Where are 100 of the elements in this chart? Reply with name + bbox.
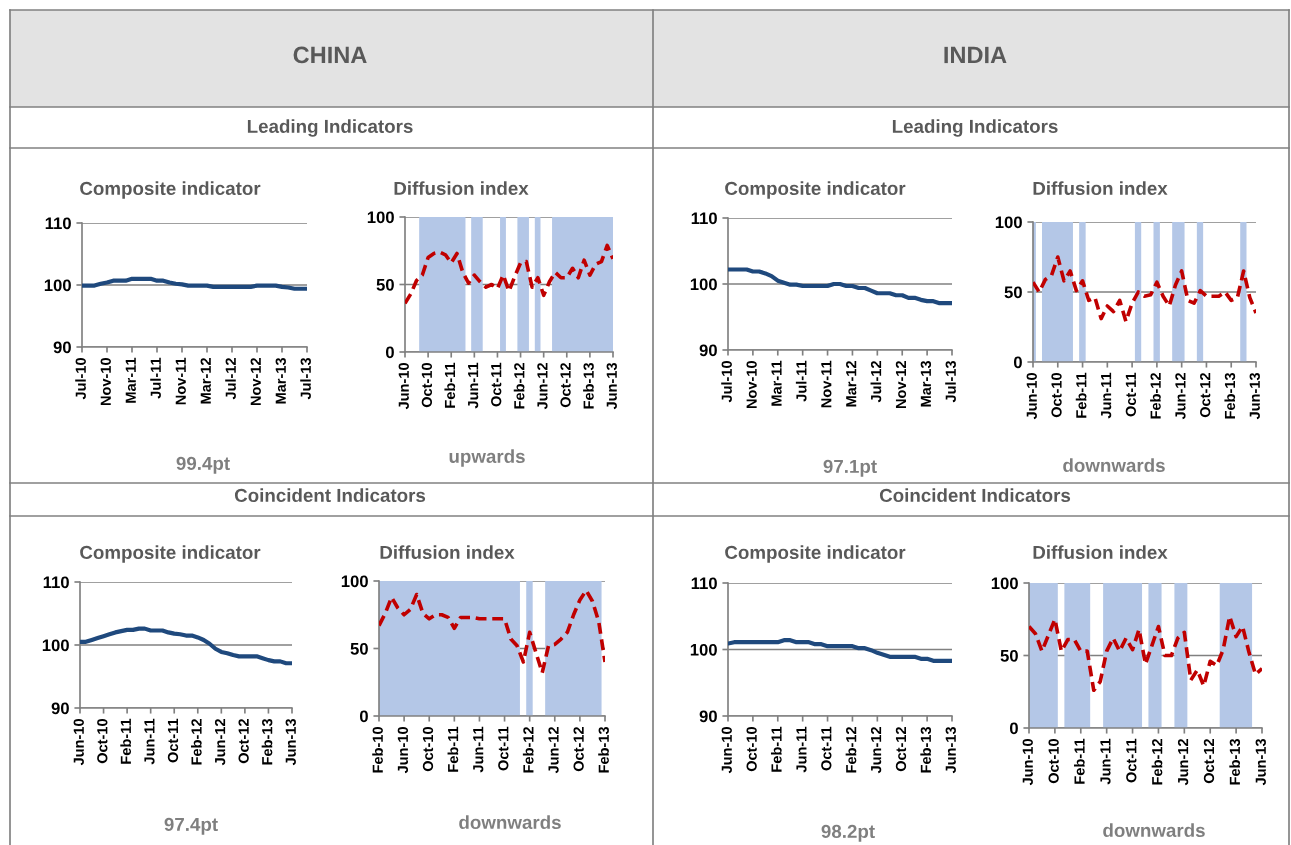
chart-title: Composite indicator bbox=[80, 545, 261, 563]
x-tick-label: Jun-12 bbox=[214, 719, 226, 766]
x-tick-label: Oct-12 bbox=[238, 719, 249, 764]
x-tick-label: Nov-10 bbox=[746, 361, 757, 409]
x-tick-label: Feb-12 bbox=[513, 363, 525, 409]
x-tick-label: Jun-10 bbox=[1026, 373, 1037, 420]
x-tick-label: Mar-13 bbox=[920, 360, 932, 407]
text: 97.4pt bbox=[164, 817, 218, 835]
y-tick-label: 50 bbox=[1000, 649, 1018, 662]
x-tick-label: Jun-12 bbox=[548, 727, 559, 774]
y-tick-label: 100 bbox=[44, 279, 71, 292]
x-tick-label: Jul-13 bbox=[300, 357, 311, 400]
text: 97.1pt bbox=[823, 459, 877, 477]
y-tick-label: 50 bbox=[1004, 286, 1022, 299]
x-tick-label: Oct-12 bbox=[1203, 739, 1215, 784]
x-tick-label: Feb-12 bbox=[522, 727, 534, 773]
x-tick-label: Mar-12 bbox=[846, 361, 857, 407]
x-tick-label: Nov-10 bbox=[100, 358, 111, 406]
y-tick-label: 100 bbox=[42, 639, 69, 652]
x-tick-label: Feb-11 bbox=[1073, 738, 1085, 784]
x-tick-label: Jun-13 bbox=[1249, 372, 1260, 420]
x-tick-label: Jul-12 bbox=[870, 361, 882, 403]
x-tick-label: Feb-13 bbox=[261, 718, 273, 765]
y-tick-label: 100 bbox=[690, 643, 717, 656]
text: downwards bbox=[459, 815, 561, 830]
text: Coincident Indicators bbox=[879, 488, 1071, 503]
y-tick-label: 0 bbox=[1013, 356, 1022, 369]
text: Coincident Indicators bbox=[234, 488, 426, 503]
x-tick-label: Jun-13 bbox=[285, 718, 296, 766]
y-tick-label: 100 bbox=[991, 577, 1018, 590]
x-tick-label: Jun-11 bbox=[1100, 738, 1111, 785]
x-tick-label: Feb-13 bbox=[583, 362, 594, 409]
x-tick-label: Jun-12 bbox=[1177, 739, 1189, 786]
x-tick-label: Oct-12 bbox=[895, 727, 907, 772]
x-tick-label: Feb-11 bbox=[120, 718, 132, 764]
text: downwards bbox=[1103, 823, 1205, 838]
chart-title: Diffusion index bbox=[1033, 545, 1168, 560]
y-tick-label: 100 bbox=[995, 216, 1022, 229]
x-tick-label: Feb-11 bbox=[447, 726, 459, 772]
x-tick-label: Oct-11 bbox=[821, 726, 832, 771]
x-tick-label: Feb-11 bbox=[1075, 372, 1087, 418]
x-tick-label: Jul-13 bbox=[945, 360, 956, 403]
chart-title: Composite indicator bbox=[725, 545, 906, 563]
text: upwards bbox=[449, 449, 525, 467]
chart-title: Composite indicator bbox=[725, 181, 906, 199]
x-tick-label: Jun-11 bbox=[473, 726, 484, 773]
x-tick-label: Jun-13 bbox=[606, 362, 617, 410]
y-tick-label: 110 bbox=[691, 577, 717, 590]
x-tick-label: Oct-10 bbox=[1051, 373, 1062, 418]
y-tick-label: 0 bbox=[385, 346, 394, 359]
y-tick-label: 100 bbox=[341, 575, 368, 588]
y-tick-label: 90 bbox=[51, 702, 69, 715]
x-tick-label: Feb-13 bbox=[1229, 738, 1241, 785]
x-tick-label: Jun-10 bbox=[397, 727, 409, 774]
y-tick-label: 110 bbox=[45, 217, 71, 230]
text: downwards bbox=[1063, 458, 1165, 473]
x-tick-label: Nov-11 bbox=[821, 360, 832, 408]
x-tick-label: Jun-13 bbox=[945, 726, 956, 774]
y-tick-label: 100 bbox=[367, 211, 394, 224]
x-tick-label: Mar-12 bbox=[200, 358, 211, 404]
x-tick-label: Feb-10 bbox=[372, 727, 383, 773]
text: Leading Indicators bbox=[247, 119, 413, 137]
y-tick-label: 110 bbox=[691, 212, 717, 225]
x-tick-label: Mar-11 bbox=[771, 360, 782, 406]
x-tick-label: Jun-11 bbox=[468, 362, 479, 409]
x-tick-label: Oct-10 bbox=[746, 727, 757, 772]
chart-title: Composite indicator bbox=[80, 181, 261, 199]
x-tick-label: Oct-10 bbox=[422, 727, 434, 772]
x-tick-label: Jul-10 bbox=[721, 361, 732, 403]
x-tick-label: Feb-13 bbox=[1224, 372, 1236, 419]
chart-title: Diffusion index bbox=[380, 545, 515, 560]
y-tick-label: 0 bbox=[359, 710, 368, 723]
x-tick-label: Oct-10 bbox=[1048, 739, 1059, 784]
text: 99.4pt bbox=[176, 456, 230, 474]
y-tick-label: 100 bbox=[690, 278, 717, 291]
x-tick-label: Jun-11 bbox=[1101, 372, 1112, 419]
x-tick-label: Nov-11 bbox=[175, 357, 186, 405]
chart-title: Diffusion index bbox=[1033, 181, 1168, 196]
x-tick-label: Oct-12 bbox=[1200, 373, 1211, 418]
x-tick-label: Jul-11 bbox=[795, 360, 807, 402]
y-tick-label: 90 bbox=[53, 341, 71, 354]
y-tick-label: 90 bbox=[699, 710, 717, 723]
x-tick-label: Jun-10 bbox=[73, 719, 84, 766]
x-tick-label: Feb-11 bbox=[770, 726, 782, 772]
x-tick-label: Jul-10 bbox=[75, 358, 86, 400]
text: INDIA bbox=[944, 46, 1007, 64]
y-tick-label: 50 bbox=[376, 278, 394, 291]
x-tick-label: Mar-13 bbox=[275, 357, 286, 404]
y-tick-label: 110 bbox=[43, 576, 69, 589]
x-tick-label: Feb-12 bbox=[190, 719, 202, 765]
x-tick-label: Oct-12 bbox=[573, 727, 584, 772]
x-tick-label: Jul-11 bbox=[150, 357, 161, 399]
x-tick-label: Mar-11 bbox=[125, 357, 136, 403]
x-tick-label: Jun-10 bbox=[398, 363, 409, 410]
x-tick-label: Feb-12 bbox=[1151, 739, 1163, 785]
y-tick-label: 50 bbox=[350, 642, 368, 655]
x-tick-label: Feb-13 bbox=[920, 726, 932, 773]
text: Leading Indicators bbox=[892, 119, 1058, 137]
x-tick-label: Oct-11 bbox=[1126, 738, 1137, 783]
x-tick-label: Jun-10 bbox=[721, 727, 732, 774]
